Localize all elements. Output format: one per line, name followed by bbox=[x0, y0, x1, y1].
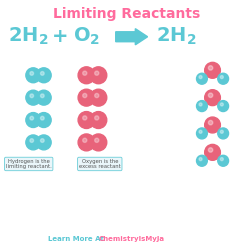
Text: Oxygen is the
excess reactant: Oxygen is the excess reactant bbox=[79, 158, 121, 169]
Circle shape bbox=[36, 135, 51, 150]
Circle shape bbox=[30, 94, 34, 98]
Circle shape bbox=[26, 135, 40, 150]
Circle shape bbox=[26, 68, 40, 83]
Circle shape bbox=[95, 138, 99, 142]
Circle shape bbox=[218, 155, 228, 166]
Text: Limiting Reactants: Limiting Reactants bbox=[53, 7, 201, 21]
Text: Hydrogen is the
limiting reactant.: Hydrogen is the limiting reactant. bbox=[6, 158, 52, 169]
Circle shape bbox=[208, 93, 213, 98]
Circle shape bbox=[208, 66, 213, 70]
Text: Learn More At: Learn More At bbox=[48, 236, 107, 242]
Circle shape bbox=[199, 103, 202, 106]
Circle shape bbox=[196, 100, 207, 112]
Circle shape bbox=[205, 117, 220, 133]
Circle shape bbox=[205, 144, 220, 160]
Circle shape bbox=[78, 112, 95, 128]
Text: $\mathbf{+}$: $\mathbf{+}$ bbox=[51, 27, 68, 46]
Circle shape bbox=[40, 139, 44, 142]
Circle shape bbox=[220, 158, 223, 161]
Circle shape bbox=[36, 90, 51, 105]
Circle shape bbox=[218, 73, 228, 84]
Circle shape bbox=[220, 130, 223, 133]
Text: $\mathbf{O_2}$: $\mathbf{O_2}$ bbox=[73, 26, 100, 48]
Circle shape bbox=[95, 116, 99, 120]
Circle shape bbox=[196, 73, 207, 84]
Circle shape bbox=[196, 128, 207, 139]
Circle shape bbox=[90, 112, 107, 128]
Circle shape bbox=[78, 134, 95, 151]
Circle shape bbox=[208, 120, 213, 125]
Circle shape bbox=[90, 89, 107, 106]
Circle shape bbox=[26, 112, 40, 128]
Circle shape bbox=[30, 72, 34, 75]
Circle shape bbox=[95, 71, 99, 75]
Circle shape bbox=[218, 100, 228, 112]
FancyArrow shape bbox=[116, 29, 148, 45]
Circle shape bbox=[83, 71, 87, 75]
Circle shape bbox=[205, 62, 220, 78]
Text: $\mathbf{2H_2}$: $\mathbf{2H_2}$ bbox=[8, 26, 48, 48]
Circle shape bbox=[30, 139, 34, 142]
Circle shape bbox=[199, 130, 202, 133]
Circle shape bbox=[220, 76, 223, 78]
Circle shape bbox=[78, 67, 95, 84]
Circle shape bbox=[199, 158, 202, 161]
Text: $\mathbf{2H_2}$: $\mathbf{2H_2}$ bbox=[156, 26, 196, 48]
Circle shape bbox=[90, 67, 107, 84]
Circle shape bbox=[36, 68, 51, 83]
Circle shape bbox=[90, 134, 107, 151]
Circle shape bbox=[83, 116, 87, 120]
Circle shape bbox=[83, 94, 87, 98]
Circle shape bbox=[218, 128, 228, 139]
Circle shape bbox=[78, 89, 95, 106]
Circle shape bbox=[40, 72, 44, 75]
Circle shape bbox=[196, 155, 207, 166]
Circle shape bbox=[83, 138, 87, 142]
Circle shape bbox=[36, 112, 51, 128]
Circle shape bbox=[30, 116, 34, 120]
Circle shape bbox=[199, 76, 202, 78]
Circle shape bbox=[40, 116, 44, 120]
Circle shape bbox=[205, 90, 220, 106]
Circle shape bbox=[40, 94, 44, 98]
Circle shape bbox=[95, 94, 99, 98]
Circle shape bbox=[220, 103, 223, 106]
Text: ChemistryIsMyJa: ChemistryIsMyJa bbox=[98, 236, 164, 242]
Circle shape bbox=[26, 90, 40, 105]
Circle shape bbox=[208, 148, 213, 152]
